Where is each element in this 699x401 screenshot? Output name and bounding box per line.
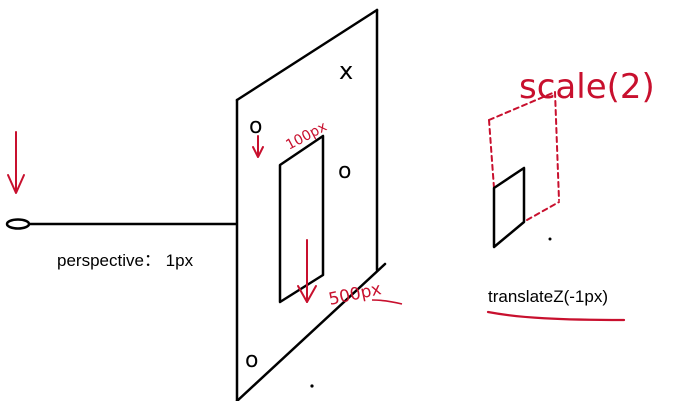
circle-mark-1: o bbox=[249, 114, 262, 139]
cross-mark: x bbox=[339, 57, 353, 85]
size-label-bottom: 500px bbox=[327, 279, 383, 310]
right-dot bbox=[548, 237, 552, 241]
perspective-label: perspective： 1px bbox=[57, 251, 194, 270]
circle-mark-3: o bbox=[245, 348, 258, 373]
translated-element bbox=[492, 166, 526, 249]
dot-mark bbox=[310, 384, 314, 388]
element-on-plane bbox=[278, 134, 325, 304]
plane bbox=[235, 8, 387, 401]
viewer-eye bbox=[5, 218, 31, 230]
arrow-center bbox=[297, 239, 317, 303]
scaled-outline bbox=[488, 91, 560, 221]
viewer-arrow bbox=[7, 131, 25, 194]
circle-mark-2: o bbox=[338, 159, 351, 184]
translate-underline bbox=[486, 310, 626, 322]
translate-label: translateZ(-1px) bbox=[488, 287, 608, 306]
scale-label: scale(2) bbox=[519, 67, 655, 107]
size-label-bottom-tail bbox=[371, 299, 403, 305]
arrow-top-left bbox=[252, 135, 264, 158]
